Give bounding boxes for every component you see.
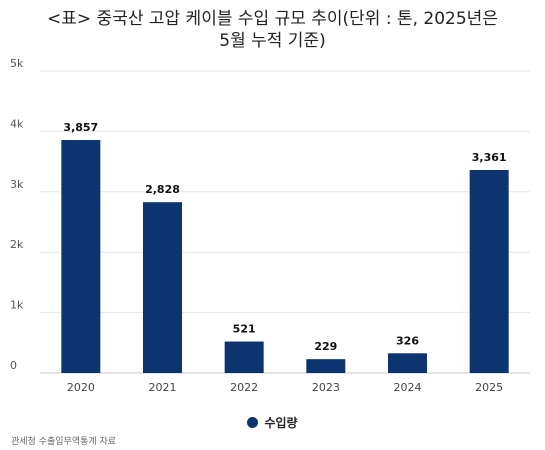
bars (61, 140, 509, 373)
bar (469, 169, 509, 373)
x-tick-label: 2023 (312, 381, 340, 394)
legend-swatch (247, 417, 259, 428)
y-tick-label: 4k (10, 117, 24, 130)
data-label: 3,857 (63, 121, 98, 134)
chart-title-line-1: <표> 중국산 고압 케이블 수입 규모 추이(단위 : 톤, 2025년은 (47, 9, 498, 29)
bar (143, 202, 182, 373)
chart-title: <표> 중국산 고압 케이블 수입 규모 추이(단위 : 톤, 2025년은 5… (0, 8, 545, 52)
y-tick-label: 2k (10, 238, 24, 251)
legend: 수입량 (0, 414, 545, 431)
y-axis-ticks: 0 1k 2k 3k 4k 5k (10, 57, 24, 372)
data-label: 326 (396, 334, 419, 347)
y-tick-label: 3k (10, 178, 24, 191)
x-axis-ticks: 2020 2021 2022 2023 2024 2025 (67, 381, 503, 394)
data-label: 229 (314, 340, 337, 353)
legend-label: 수입량 (264, 416, 298, 430)
x-tick-label: 2022 (230, 381, 258, 394)
bar (224, 341, 264, 373)
chart-title-line-2: 5월 누적 기준) (219, 31, 326, 51)
x-tick-label: 2020 (67, 381, 95, 394)
bar (306, 359, 346, 373)
y-tick-label: 1k (10, 299, 24, 312)
x-tick-label: 2025 (475, 381, 503, 394)
x-tick-label: 2021 (149, 381, 177, 394)
gridlines (40, 70, 530, 374)
data-label: 521 (233, 323, 256, 336)
y-tick-label: 5k (10, 57, 24, 70)
data-label: 2,828 (145, 183, 180, 196)
source-note: 관세청 수출입무역통계 자료 (11, 437, 117, 447)
data-labels: 3,857 2,828 521 229 326 3,361 (63, 121, 506, 353)
bar (61, 140, 101, 373)
y-tick-label: 0 (10, 359, 17, 372)
x-tick-label: 2024 (394, 381, 422, 394)
bar (388, 353, 427, 373)
data-label: 3,361 (472, 151, 507, 164)
